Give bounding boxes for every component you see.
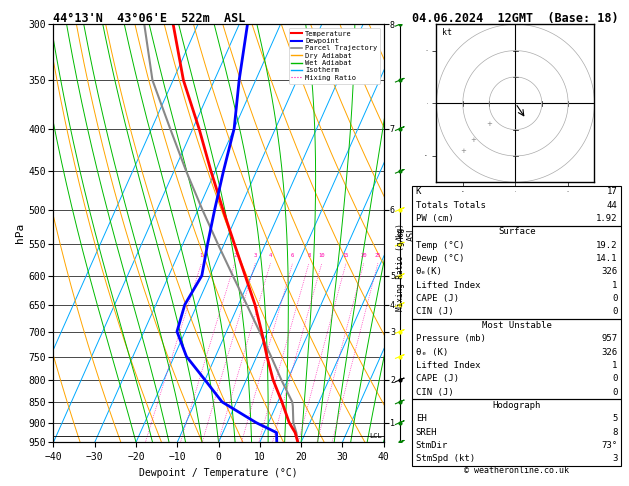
Text: Most Unstable: Most Unstable — [482, 321, 552, 330]
Y-axis label: hPa: hPa — [16, 223, 25, 243]
Text: 957: 957 — [601, 334, 618, 343]
Text: 0: 0 — [612, 374, 618, 383]
Text: CAPE (J): CAPE (J) — [416, 374, 459, 383]
Text: 44: 44 — [607, 201, 618, 209]
Text: 3: 3 — [253, 253, 257, 258]
Y-axis label: km
ASL: km ASL — [396, 226, 416, 241]
Text: CIN (J): CIN (J) — [416, 388, 454, 397]
Text: 10: 10 — [318, 253, 325, 258]
Text: 4: 4 — [269, 253, 272, 258]
Text: 73°: 73° — [601, 441, 618, 450]
Text: 14.1: 14.1 — [596, 254, 618, 263]
Text: 19.2: 19.2 — [596, 241, 618, 250]
Text: K: K — [416, 187, 421, 196]
Text: Lifted Index: Lifted Index — [416, 361, 481, 370]
Text: 6: 6 — [291, 253, 294, 258]
X-axis label: Dewpoint / Temperature (°C): Dewpoint / Temperature (°C) — [139, 468, 298, 478]
Text: kt: kt — [442, 28, 452, 37]
Text: 44°13'N  43°06'E  522m  ASL: 44°13'N 43°06'E 522m ASL — [53, 12, 246, 25]
Text: θₑ (K): θₑ (K) — [416, 347, 448, 357]
Text: © weatheronline.co.uk: © weatheronline.co.uk — [464, 466, 569, 475]
Text: CAPE (J): CAPE (J) — [416, 294, 459, 303]
Text: +: + — [460, 148, 465, 154]
Text: 20: 20 — [360, 253, 367, 258]
Text: CIN (J): CIN (J) — [416, 308, 454, 316]
Text: Hodograph: Hodograph — [493, 401, 541, 410]
Text: 04.06.2024  12GMT  (Base: 18): 04.06.2024 12GMT (Base: 18) — [412, 12, 618, 25]
Text: 8: 8 — [612, 428, 618, 437]
Text: 17: 17 — [607, 187, 618, 196]
Text: 1: 1 — [612, 361, 618, 370]
Text: Pressure (mb): Pressure (mb) — [416, 334, 486, 343]
Text: 0: 0 — [612, 308, 618, 316]
Text: 2: 2 — [233, 253, 237, 258]
Text: 25: 25 — [375, 253, 381, 258]
Text: 1.92: 1.92 — [596, 214, 618, 223]
Text: θₑ(K): θₑ(K) — [416, 267, 443, 277]
Text: 326: 326 — [601, 347, 618, 357]
Text: 5: 5 — [612, 415, 618, 423]
Text: 326: 326 — [601, 267, 618, 277]
Text: Mixing Ratio (g/kg): Mixing Ratio (g/kg) — [396, 224, 405, 311]
Text: +: + — [470, 137, 476, 143]
Text: Lifted Index: Lifted Index — [416, 281, 481, 290]
Text: 0: 0 — [612, 388, 618, 397]
Text: LCL: LCL — [369, 433, 382, 439]
Text: 15: 15 — [343, 253, 349, 258]
Legend: Temperature, Dewpoint, Parcel Trajectory, Dry Adiabat, Wet Adiabat, Isotherm, Mi: Temperature, Dewpoint, Parcel Trajectory… — [289, 28, 380, 84]
Text: SREH: SREH — [416, 428, 437, 437]
Text: PW (cm): PW (cm) — [416, 214, 454, 223]
Text: 3: 3 — [612, 454, 618, 464]
Text: Dewp (°C): Dewp (°C) — [416, 254, 464, 263]
Text: Totals Totals: Totals Totals — [416, 201, 486, 209]
Text: 0: 0 — [612, 294, 618, 303]
Text: 1: 1 — [200, 253, 203, 258]
Text: 8: 8 — [307, 253, 311, 258]
Text: 1: 1 — [612, 281, 618, 290]
Text: EH: EH — [416, 415, 426, 423]
Text: Temp (°C): Temp (°C) — [416, 241, 464, 250]
Text: StmDir: StmDir — [416, 441, 448, 450]
Text: StmSpd (kt): StmSpd (kt) — [416, 454, 475, 464]
Text: +: + — [486, 122, 492, 127]
Text: Surface: Surface — [498, 227, 535, 236]
